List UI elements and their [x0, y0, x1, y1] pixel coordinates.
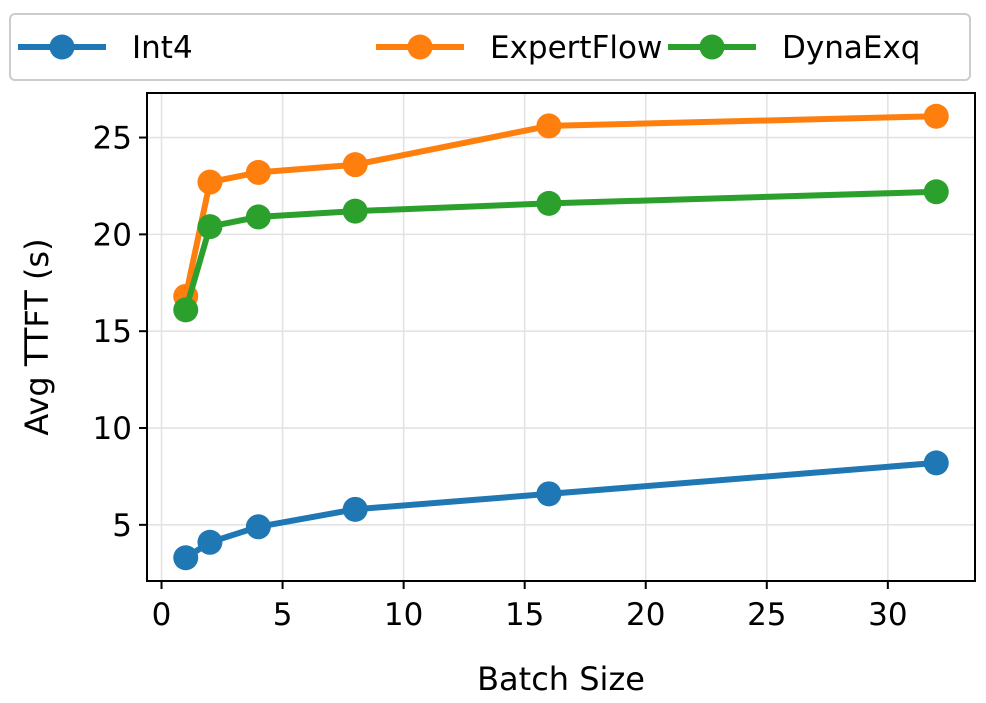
data-point-expertflow: [536, 113, 562, 139]
data-point-int4: [536, 481, 562, 507]
data-point-dynaexq: [923, 179, 949, 205]
data-point-dynaexq: [245, 204, 271, 230]
data-point-int4: [342, 496, 368, 522]
data-point-int4: [197, 529, 223, 555]
data-point-dynaexq: [197, 214, 223, 240]
legend-entry-expertflow: ExpertFlow: [376, 30, 662, 66]
y-tick-label: 15: [93, 314, 132, 350]
legend-box: [9, 13, 971, 81]
series-int4: [173, 450, 949, 571]
legend-entry-int4: Int4: [18, 30, 193, 66]
series-layer: [173, 103, 949, 571]
legend-entry-dynaexq: DynaExq: [668, 30, 920, 66]
data-point-dynaexq: [536, 190, 562, 216]
legend-marker-dynaexq: [699, 34, 725, 60]
data-point-int4: [245, 514, 271, 540]
y-tick-label: 10: [93, 411, 132, 447]
x-axis-title: Batch Size: [477, 660, 645, 698]
x-tick-label: 10: [384, 597, 423, 633]
data-point-dynaexq: [342, 198, 368, 224]
series-dynaexq: [173, 179, 949, 323]
legend-label-int4: Int4: [132, 30, 193, 66]
x-tick-label: 20: [626, 597, 665, 633]
data-point-int4: [923, 450, 949, 476]
x-tick-label: 30: [868, 597, 907, 633]
axis-ticks: 0 5 10 15 20 25 30 5 10 15 20 25: [93, 121, 908, 633]
y-tick-label: 20: [93, 217, 132, 253]
legend-marker-expertflow: [407, 34, 433, 60]
series-line-expertflow: [182, 113, 940, 300]
data-point-expertflow: [923, 103, 949, 129]
plot-frame: [146, 92, 976, 582]
grid: [147, 93, 975, 581]
x-tick-label: 0: [152, 597, 172, 633]
legend-label-expertflow: ExpertFlow: [490, 30, 662, 66]
legend: Int4 ExpertFlow DynaExq: [9, 13, 971, 81]
data-point-expertflow: [342, 152, 368, 178]
legend-marker-int4: [49, 34, 75, 60]
x-tick-label: 25: [747, 597, 786, 633]
data-point-expertflow: [245, 159, 271, 185]
series-line-dynaexq: [182, 188, 940, 313]
x-tick-label: 15: [505, 597, 544, 633]
data-point-dynaexq: [173, 297, 199, 323]
data-point-int4: [173, 545, 199, 571]
data-point-expertflow: [197, 169, 223, 195]
legend-label-dynaexq: DynaExq: [782, 30, 920, 66]
y-tick-label: 25: [93, 121, 132, 157]
y-axis-title: Avg TTFT (s): [18, 238, 56, 435]
y-tick-label: 5: [112, 508, 132, 544]
x-tick-label: 5: [273, 597, 293, 633]
series-line-int4: [182, 459, 940, 561]
